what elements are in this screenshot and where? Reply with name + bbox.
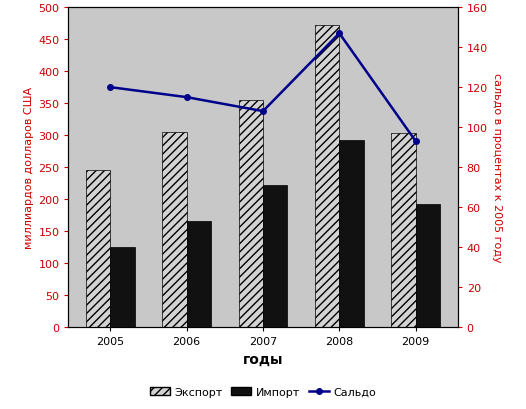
X-axis label: годы: годы [243, 352, 283, 366]
Bar [187, 222, 211, 327]
Bar [391, 134, 416, 327]
Y-axis label: сальдо в процентах к 2005 году: сальдо в процентах к 2005 году [492, 73, 502, 262]
Legend: Экспорт, Импорт, Сальдо: Экспорт, Импорт, Сальдо [145, 382, 381, 401]
Bar [339, 141, 364, 327]
Bar [86, 171, 110, 327]
Bar [315, 26, 339, 327]
Y-axis label: миллиардов долларов США: миллиардов долларов США [24, 87, 34, 249]
Bar [239, 101, 263, 327]
Bar [110, 247, 135, 327]
Bar [263, 186, 287, 327]
Bar [416, 204, 440, 327]
Bar [162, 133, 187, 327]
